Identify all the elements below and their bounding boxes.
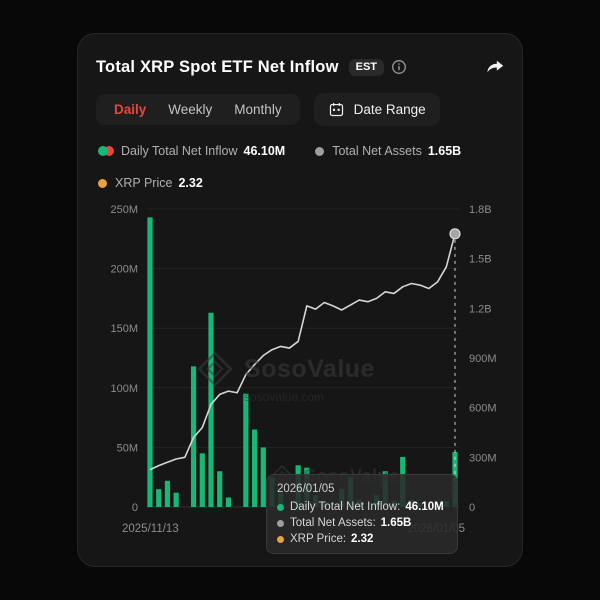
legend-assets-label: Total Net Assets <box>332 144 422 158</box>
inflow-legend-icon <box>98 146 114 156</box>
legend-price-value: 2.32 <box>178 176 203 190</box>
tooltip-inflow-value: 46.10M <box>405 501 444 513</box>
inflow-bar[interactable] <box>217 471 223 507</box>
chart-tooltip: 2026/01/05 Daily Total Net Inflow: 46.10… <box>266 474 458 554</box>
tab-monthly[interactable]: Monthly <box>234 102 282 117</box>
calendar-icon <box>328 101 345 118</box>
price-dot-icon <box>277 535 284 543</box>
timezone-badge: EST <box>348 58 385 76</box>
toolbar: Daily Weekly Monthly Date Range <box>96 93 440 126</box>
legend-daily-inflow[interactable]: Daily Total Net Inflow 46.10M <box>98 144 285 158</box>
left-axis-tick: 50M <box>117 442 138 454</box>
tooltip-row-inflow: Daily Total Net Inflow: 46.10M <box>277 501 447 513</box>
highlight-marker <box>449 228 461 240</box>
tab-daily[interactable]: Daily <box>114 102 147 117</box>
inflow-bar[interactable] <box>164 480 171 507</box>
tooltip-assets-label: Total Net Assets: <box>290 517 376 529</box>
inflow-bar[interactable] <box>173 492 179 507</box>
right-axis-tick: 600M <box>469 403 497 415</box>
net-assets-dot-icon <box>277 519 284 527</box>
tooltip-price-label: XRP Price: <box>290 533 347 545</box>
legend-row-1: Daily Total Net Inflow 46.10M Total Net … <box>98 144 461 158</box>
x-axis-start-label: 2025/11/13 <box>122 523 179 535</box>
tab-weekly[interactable]: Weekly <box>168 102 213 117</box>
right-axis-tick: 0 <box>469 502 475 514</box>
left-axis-tick: 100M <box>110 383 138 395</box>
inflow-bar[interactable] <box>243 393 249 507</box>
inflow-bar[interactable] <box>156 489 162 507</box>
page-title: Total XRP Spot ETF Net Inflow <box>96 57 339 76</box>
inflow-dot-icon <box>277 503 284 511</box>
legend-assets-value: 1.65B <box>427 144 462 158</box>
right-axis-tick: 1.8B <box>469 204 492 216</box>
date-range-label: Date Range <box>353 102 426 117</box>
tooltip-date: 2026/01/05 <box>277 483 335 495</box>
left-axis-tick: 150M <box>110 323 138 335</box>
right-axis-tick: 300M <box>469 452 497 464</box>
inflow-bar[interactable] <box>225 497 232 507</box>
info-icon[interactable] <box>391 59 407 75</box>
tooltip-price-value: 2.32 <box>351 533 374 545</box>
left-axis-tick: 200M <box>110 264 138 276</box>
net-assets-line <box>149 233 456 471</box>
inflow-bar[interactable] <box>260 447 266 507</box>
legend-row-2: XRP Price 2.32 <box>98 176 203 190</box>
interval-tabs: Daily Weekly Monthly <box>96 94 300 125</box>
share-icon[interactable] <box>484 56 506 78</box>
tooltip-row-price: XRP Price: 2.32 <box>277 533 447 545</box>
left-axis-tick: 250M <box>110 204 138 216</box>
tooltip-assets-value: 1.65B <box>380 517 412 529</box>
net-assets-dot-icon <box>315 146 325 156</box>
legend-xrp-price[interactable]: XRP Price 2.32 <box>98 176 203 190</box>
legend-daily-label: Daily Total Net Inflow <box>121 144 238 158</box>
header: Total XRP Spot ETF Net Inflow EST <box>96 56 506 78</box>
right-axis-tick: 900M <box>469 353 497 365</box>
date-range-button[interactable]: Date Range <box>313 93 440 126</box>
right-axis-tick: 1.2B <box>469 303 492 315</box>
inflow-bar[interactable] <box>251 429 258 507</box>
legend-daily-value: 46.10M <box>243 144 286 158</box>
inflow-bar[interactable] <box>147 217 153 507</box>
legend-net-assets[interactable]: Total Net Assets 1.65B <box>315 144 461 158</box>
tooltip-row-assets: Total Net Assets: 1.65B <box>277 517 447 529</box>
chart-card: Total XRP Spot ETF Net Inflow EST Daily … <box>77 33 523 567</box>
inflow-bar[interactable] <box>199 453 205 507</box>
tooltip-inflow-label: Daily Total Net Inflow: <box>290 501 401 513</box>
right-axis-tick: 1.5B <box>469 254 492 266</box>
left-axis-tick: 0 <box>132 502 138 514</box>
inflow-bar[interactable] <box>208 312 214 507</box>
price-dot-icon <box>98 178 107 188</box>
legend-price-label: XRP Price <box>115 176 173 190</box>
